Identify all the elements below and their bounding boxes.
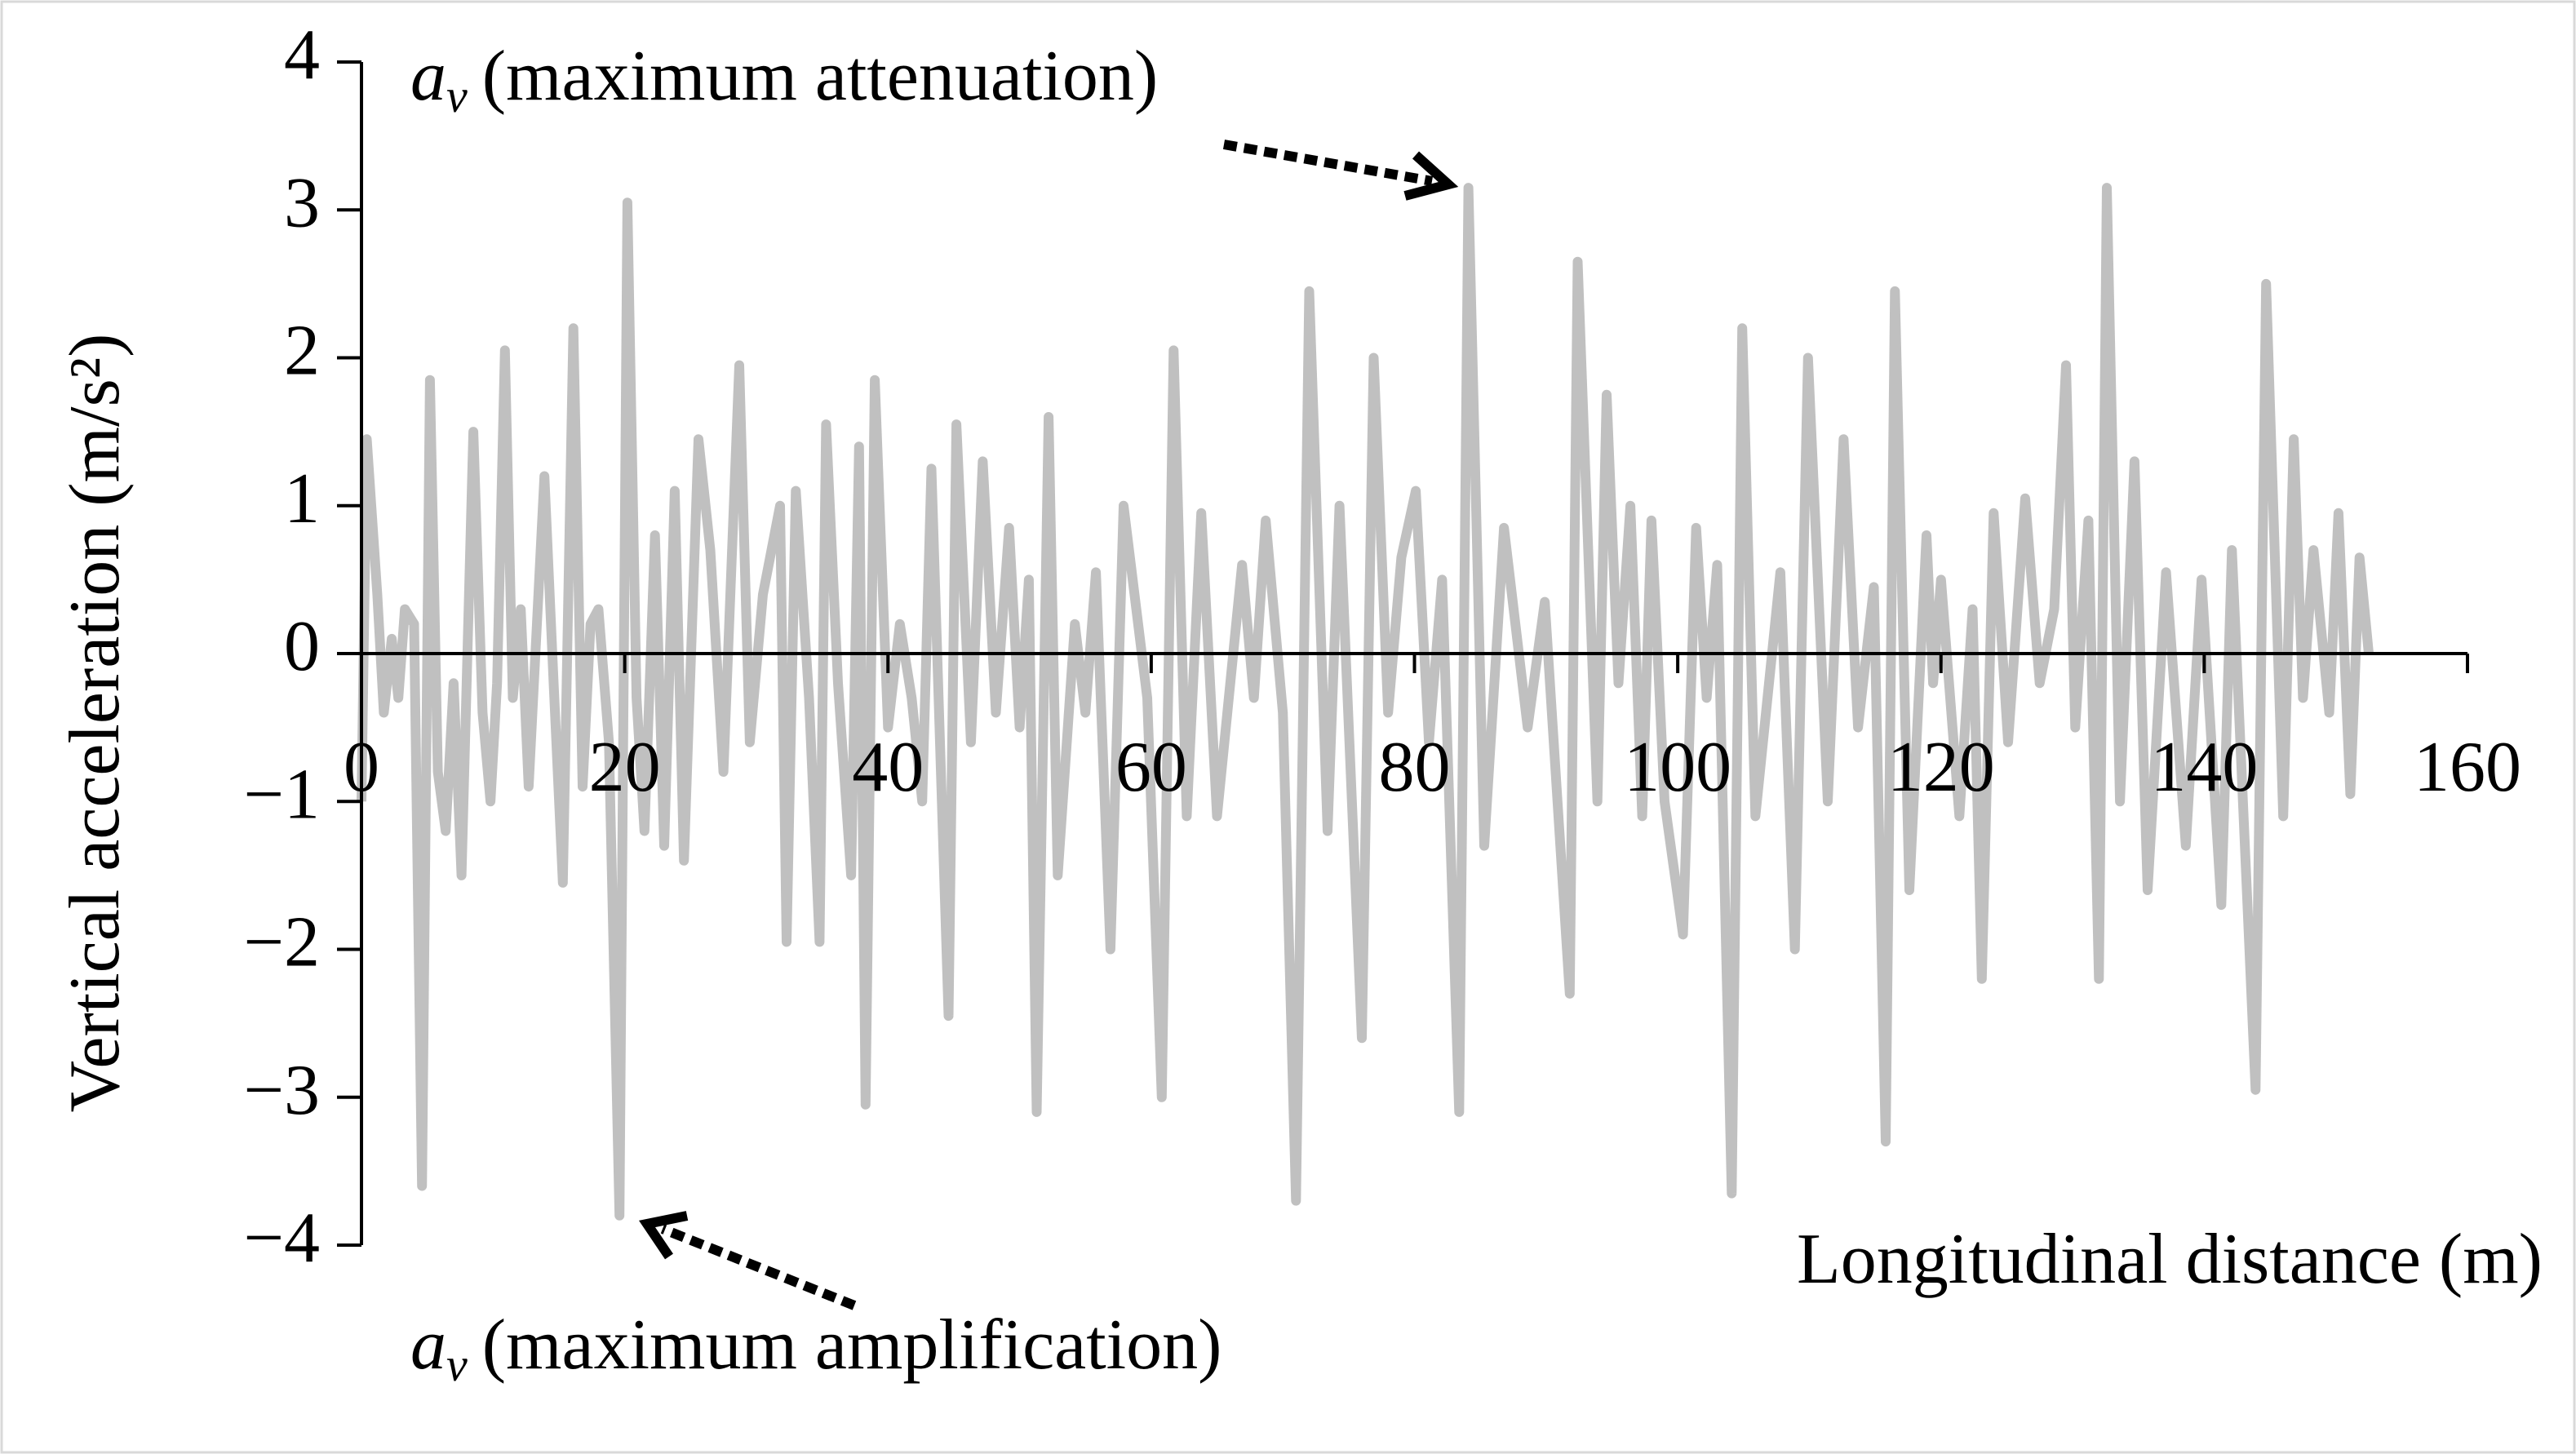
x-tick-label: 140 bbox=[2150, 728, 2258, 807]
y-axis-title: Vertical acceleration (m/s²) bbox=[55, 334, 135, 1113]
x-axis-title: Longitudinal distance (m) bbox=[1797, 1220, 2543, 1299]
x-tick-label: 40 bbox=[852, 728, 924, 807]
x-tick-label: 120 bbox=[1887, 728, 1995, 807]
annotation-text: (maximum amplification) bbox=[482, 1305, 1222, 1385]
annotation-symbol: a bbox=[410, 37, 446, 116]
x-tick-label: 160 bbox=[2414, 728, 2521, 807]
y-tick-label: −2 bbox=[243, 903, 320, 982]
data-line bbox=[357, 183, 2374, 1221]
y-tick-label: −1 bbox=[243, 755, 320, 834]
annotation: av (maximum amplification) bbox=[410, 1305, 1221, 1391]
x-tick-label: 0 bbox=[344, 728, 379, 807]
arrow-head bbox=[639, 1211, 689, 1260]
y-tick-label: 2 bbox=[284, 312, 320, 391]
x-tick-label: 20 bbox=[589, 728, 661, 807]
annotation: av (maximum attenuation) bbox=[410, 37, 1158, 122]
y-tick-label: 4 bbox=[284, 16, 320, 95]
x-tick-label: 100 bbox=[1624, 728, 1731, 807]
annotation-subscript: v bbox=[446, 69, 468, 122]
annotation-subscript: v bbox=[446, 1338, 468, 1391]
arrow-shaft bbox=[1222, 140, 1434, 186]
annotation-symbol: a bbox=[410, 1305, 446, 1385]
x-tick-label: 60 bbox=[1115, 728, 1187, 807]
y-tick-label: 3 bbox=[284, 163, 320, 242]
y-tick-label: −3 bbox=[243, 1051, 320, 1130]
arrow bbox=[1222, 140, 1459, 201]
arrow-shaft bbox=[660, 1224, 857, 1310]
x-tick-label: 80 bbox=[1379, 728, 1451, 807]
arrow-head bbox=[1403, 151, 1459, 201]
y-tick-label: 1 bbox=[284, 459, 320, 539]
y-tick-label: −4 bbox=[243, 1199, 320, 1278]
y-tick-label: 0 bbox=[284, 607, 320, 686]
annotation-text: (maximum attenuation) bbox=[482, 37, 1158, 116]
arrow bbox=[639, 1211, 857, 1310]
